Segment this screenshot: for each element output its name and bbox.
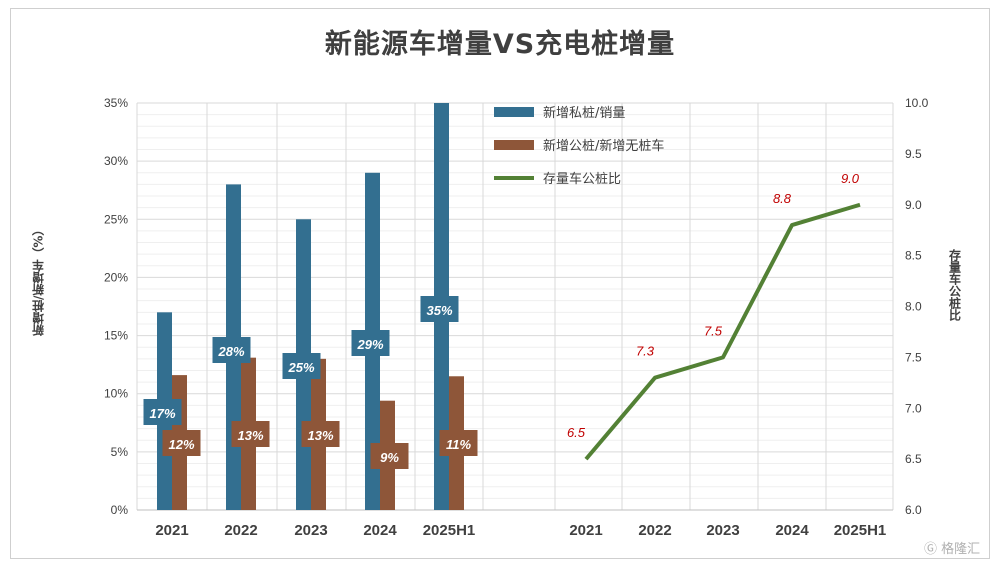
data-label-public: 12% xyxy=(168,437,194,452)
right-y-tick-label: 7.5 xyxy=(905,350,922,364)
watermark: Ⓖ 格隆汇 xyxy=(924,542,981,557)
right-y-tick-label: 10.0 xyxy=(905,96,929,110)
left-y-tick-label: 5% xyxy=(111,445,129,459)
right-y-tick-label: 8.0 xyxy=(905,300,922,314)
legend-label: 新增公桩/新增无桩车 xyxy=(543,138,664,154)
x-tick-label-left: 2021 xyxy=(155,522,188,539)
right-y-tick-label: 8.5 xyxy=(905,249,922,263)
data-label-public: 9% xyxy=(380,450,399,465)
line-series-ratio xyxy=(584,202,861,461)
left-y-tick-label: 10% xyxy=(104,387,128,401)
x-tick-label-right: 2021 xyxy=(569,522,602,539)
chart-title: 新能源车增量VS充电桩增量 xyxy=(324,29,676,60)
data-label-box-private xyxy=(282,353,321,379)
line-data-label: 6.5 xyxy=(567,425,586,440)
right-axis-title: 存量车公桩比 xyxy=(947,249,962,321)
x-tick-label-right: 2022 xyxy=(638,522,671,539)
data-label-box-public xyxy=(231,421,270,447)
x-tick-label-right: 2025H1 xyxy=(834,522,887,539)
data-label-box-public xyxy=(162,430,201,456)
left-y-tick-label: 25% xyxy=(104,212,128,226)
left-y-tick-label: 0% xyxy=(111,503,129,517)
line-data-label: 7.3 xyxy=(636,344,655,359)
x-tick-label-left: 2025H1 xyxy=(423,522,476,539)
left-y-tick-label: 20% xyxy=(104,270,128,284)
data-label-public: 13% xyxy=(307,428,333,443)
data-label-private: 35% xyxy=(426,303,452,318)
data-label-box-private xyxy=(351,330,390,356)
x-tick-label-left: 2022 xyxy=(224,522,257,539)
data-label-box-private xyxy=(420,296,459,322)
left-y-tick-label: 15% xyxy=(104,329,128,343)
x-tick-label-right: 2023 xyxy=(706,522,739,539)
data-label-private: 28% xyxy=(217,344,244,359)
data-label-box-private xyxy=(212,337,251,363)
data-label-private: 29% xyxy=(356,337,383,352)
left-y-tick-label: 35% xyxy=(104,96,128,110)
data-label-box-private xyxy=(143,399,182,425)
data-label-private: 25% xyxy=(287,360,314,375)
data-label-box-public xyxy=(439,430,478,456)
x-tick-label-right: 2024 xyxy=(775,522,809,539)
x-tick-label-left: 2023 xyxy=(294,522,327,539)
right-y-tick-label: 7.0 xyxy=(905,401,922,415)
legend-label: 存量车公桩比 xyxy=(543,171,621,187)
x-tick-label-left: 2024 xyxy=(363,522,397,539)
line-data-label: 7.5 xyxy=(704,323,723,338)
right-y-tick-label: 6.5 xyxy=(905,452,922,466)
data-label-private: 17% xyxy=(149,406,175,421)
line-data-label: 9.0 xyxy=(841,171,860,186)
data-label-public: 13% xyxy=(237,428,263,443)
legend-label: 新增私桩/销量 xyxy=(543,105,625,121)
data-label-public: 11% xyxy=(446,437,471,452)
legend-swatch xyxy=(494,107,534,117)
legend-swatch xyxy=(494,140,534,150)
data-label-box-public xyxy=(301,421,340,447)
right-y-tick-label: 9.0 xyxy=(905,198,922,212)
right-y-tick-label: 9.5 xyxy=(905,147,922,161)
line-data-label: 8.8 xyxy=(773,191,792,206)
right-y-tick-label: 6.0 xyxy=(905,503,922,517)
watermark-text: 格隆汇 xyxy=(941,542,981,557)
data-label-box-public xyxy=(370,443,409,469)
left-y-tick-label: 30% xyxy=(104,154,128,168)
